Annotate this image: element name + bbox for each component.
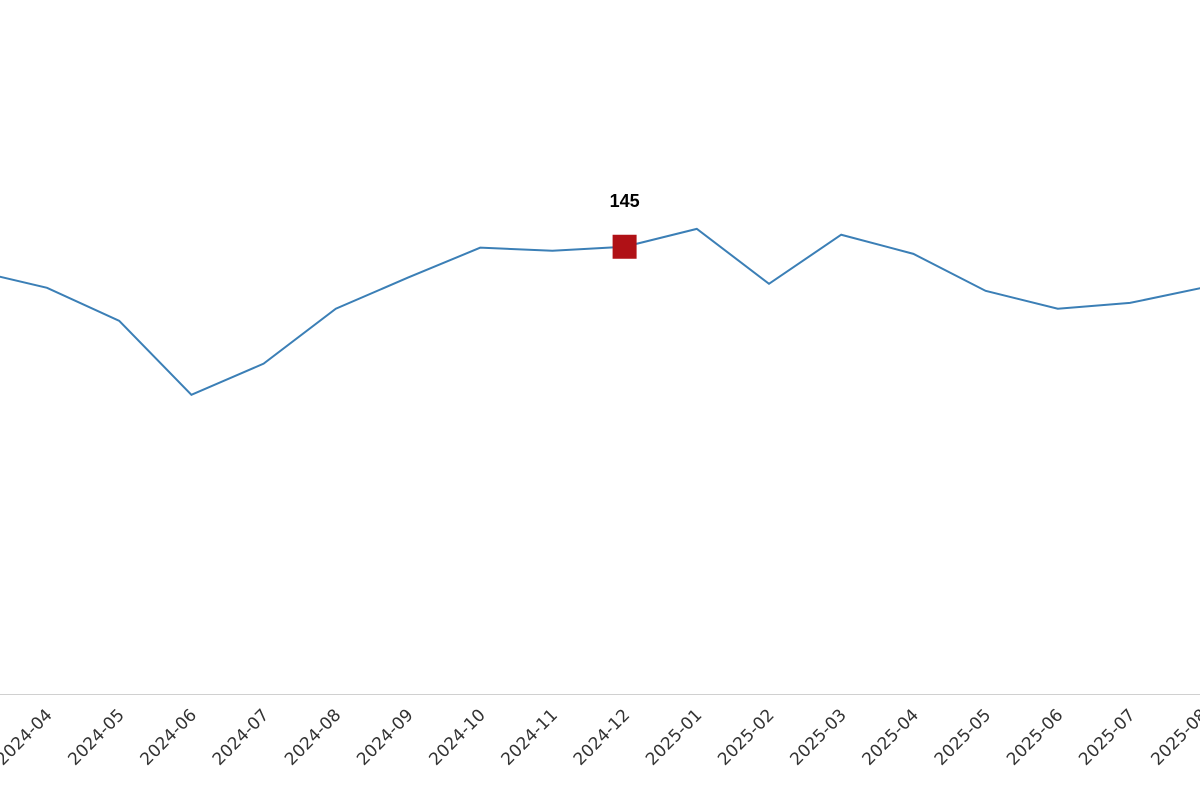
x-tick-label: 2025-02 <box>714 705 778 769</box>
x-tick-label: 2024-09 <box>353 705 417 769</box>
x-tick-label: 2024-05 <box>64 705 128 769</box>
x-tick-label: 2025-06 <box>1003 705 1067 769</box>
x-tick-label: 2024-06 <box>137 705 201 769</box>
x-tick-label: 2025-05 <box>931 705 995 769</box>
highlight-marker <box>612 234 637 259</box>
x-tick-label: 2025-08 <box>1147 705 1200 769</box>
x-tick-label: 2025-07 <box>1075 705 1139 769</box>
x-tick-label: 2025-04 <box>859 705 923 769</box>
value-label: 145 <box>610 191 640 211</box>
x-tick-label: 2024-12 <box>570 705 634 769</box>
line-series <box>0 227 1200 396</box>
x-tick-label: 2025-01 <box>642 705 706 769</box>
x-tick-label: 2024-10 <box>425 705 489 769</box>
x-tick-label: 2024-07 <box>209 705 273 769</box>
x-tick-label: 2024-11 <box>498 705 562 769</box>
x-tick-label: 2024-04 <box>0 705 57 769</box>
x-tick-label: 2025-03 <box>786 705 850 769</box>
x-tick-label: 2024-08 <box>281 705 345 769</box>
